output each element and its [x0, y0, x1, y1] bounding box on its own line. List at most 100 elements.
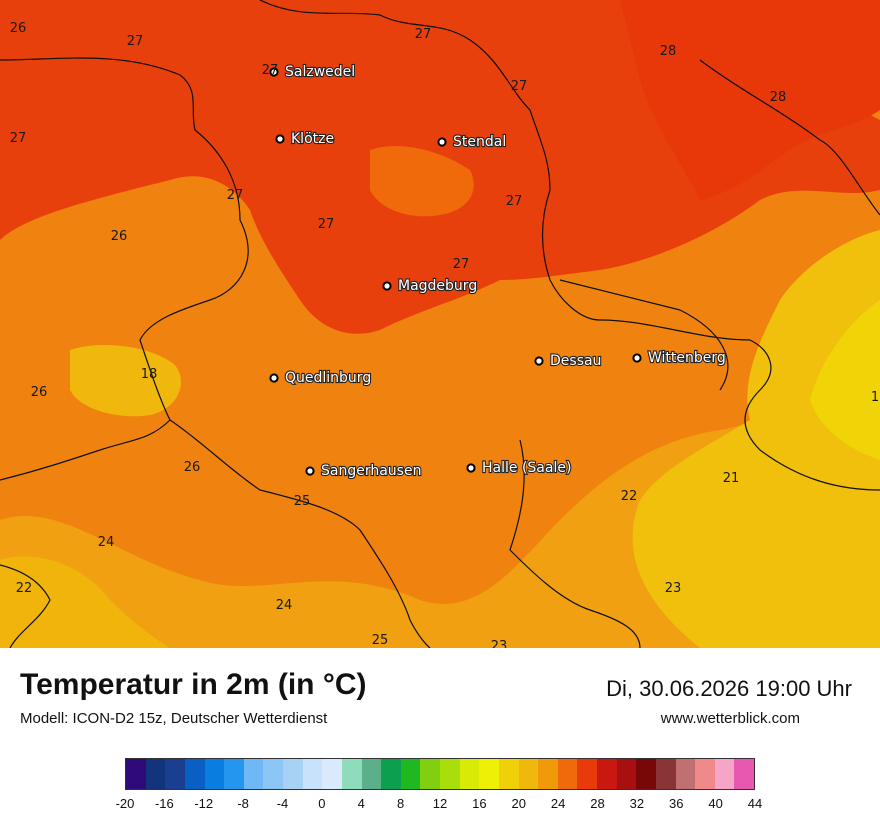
city-label: Stendal	[453, 134, 506, 150]
temperature-label: 27	[127, 34, 144, 49]
city-marker: Stendal	[437, 133, 507, 151]
color-swatch	[577, 759, 597, 789]
temperature-label: 26	[184, 460, 201, 475]
color-swatch	[126, 759, 146, 789]
city-dot	[305, 466, 315, 476]
temperature-label: 23	[491, 639, 508, 648]
color-swatch	[597, 759, 617, 789]
city-label: Quedlinburg	[285, 370, 371, 386]
model-info: Modell: ICON-D2 15z, Deutscher Wetterdie…	[20, 710, 328, 727]
temperature-label: 26	[31, 385, 48, 400]
temp-zone-26-north	[370, 146, 474, 217]
temp-zone-18	[70, 345, 181, 417]
color-swatch	[322, 759, 342, 789]
color-swatch	[204, 759, 225, 789]
city-label: Salzwedel	[285, 64, 355, 80]
city-label: Klötze	[291, 131, 334, 147]
temperature-label: 27	[10, 131, 27, 146]
city-dot	[275, 134, 285, 144]
city-label: Halle (Saale)	[482, 460, 571, 476]
color-swatch	[440, 759, 460, 789]
color-swatch	[695, 759, 715, 789]
color-swatch	[263, 759, 283, 789]
city-dot	[382, 281, 392, 291]
color-swatch	[361, 759, 382, 789]
color-swatch	[557, 759, 578, 789]
color-swatch	[459, 759, 480, 789]
temperature-label: 28	[770, 90, 787, 105]
city-label: Magdeburg	[398, 278, 477, 294]
legend-tick-label: 0	[318, 796, 326, 811]
forecast-datetime: Di, 30.06.2026 19:00 Uhr	[606, 676, 852, 701]
temperature-label: 27	[262, 63, 279, 78]
city-dot	[466, 463, 476, 473]
color-swatch	[381, 759, 401, 789]
legend-tick-label: 4	[357, 796, 365, 811]
color-swatch	[714, 759, 735, 789]
color-swatch	[675, 759, 696, 789]
color-swatch	[224, 759, 244, 789]
color-swatch	[734, 759, 754, 789]
color-swatch	[479, 759, 499, 789]
city-label: Sangerhausen	[321, 463, 421, 479]
color-swatch	[538, 759, 558, 789]
temperature-label: 23	[665, 581, 682, 596]
legend-tick-label: 24	[550, 796, 566, 811]
city-label: Wittenberg	[648, 350, 726, 366]
temp-zone-21	[632, 230, 880, 648]
color-swatch	[165, 759, 185, 789]
city-marker: Wittenberg	[632, 349, 727, 367]
city-marker: Magdeburg	[382, 277, 478, 295]
temp-zone-28	[620, 0, 880, 200]
temperature-label: 27	[453, 257, 470, 272]
temperature-label: 27	[318, 217, 335, 232]
legend-tick-label: 28	[590, 796, 605, 811]
temperature-label: 21	[723, 471, 740, 486]
state-border	[0, 57, 249, 481]
city-marker: Sangerhausen	[305, 462, 423, 480]
state-border	[259, 0, 880, 491]
color-swatch	[184, 759, 205, 789]
temperature-label: 18	[141, 367, 158, 382]
legend-tick-label: 16	[472, 796, 487, 811]
color-swatch	[420, 759, 440, 789]
color-swatch	[145, 759, 166, 789]
color-swatch	[302, 759, 323, 789]
temperature-label: 26	[10, 21, 27, 36]
color-swatch	[636, 759, 656, 789]
legend-tick-label: 44	[747, 796, 763, 811]
legend-tick-label: 8	[397, 796, 405, 811]
legend-tick-label: 40	[708, 796, 723, 811]
city-dot	[534, 356, 544, 366]
legend-tick-label: -8	[237, 796, 249, 811]
temperature-label: 22	[16, 581, 33, 596]
city-marker: Quedlinburg	[269, 369, 372, 387]
color-swatch	[498, 759, 519, 789]
state-border	[0, 564, 51, 648]
map-title: Temperatur in 2m (in °C)	[20, 668, 367, 701]
state-border	[169, 419, 431, 648]
website-url[interactable]: www.wetterblick.com	[660, 710, 800, 727]
temperature-label: 22	[621, 489, 638, 504]
legend-tick-label: -4	[276, 796, 289, 811]
legend-tick-label: 36	[669, 796, 684, 811]
temperature-label: 27	[511, 79, 528, 94]
color-swatch	[655, 759, 676, 789]
temperature-label: 27	[415, 27, 432, 42]
legend-tick-label: -16	[154, 796, 174, 811]
temperature-label: 27	[227, 188, 244, 203]
temperature-label: 24	[98, 535, 115, 550]
color-swatch	[400, 759, 421, 789]
city-dot	[269, 373, 279, 383]
city-dot	[269, 67, 279, 77]
temp-zone-20	[810, 300, 880, 460]
color-swatch	[243, 759, 264, 789]
city-marker: Salzwedel	[269, 63, 356, 81]
city-marker: Dessau	[534, 352, 603, 370]
temperature-label: 1	[871, 390, 879, 405]
temperature-label: 25	[294, 494, 311, 509]
color-swatch	[616, 759, 637, 789]
city-dot	[632, 353, 642, 363]
temp-zone-22-sw	[0, 556, 170, 648]
state-border	[509, 439, 641, 648]
